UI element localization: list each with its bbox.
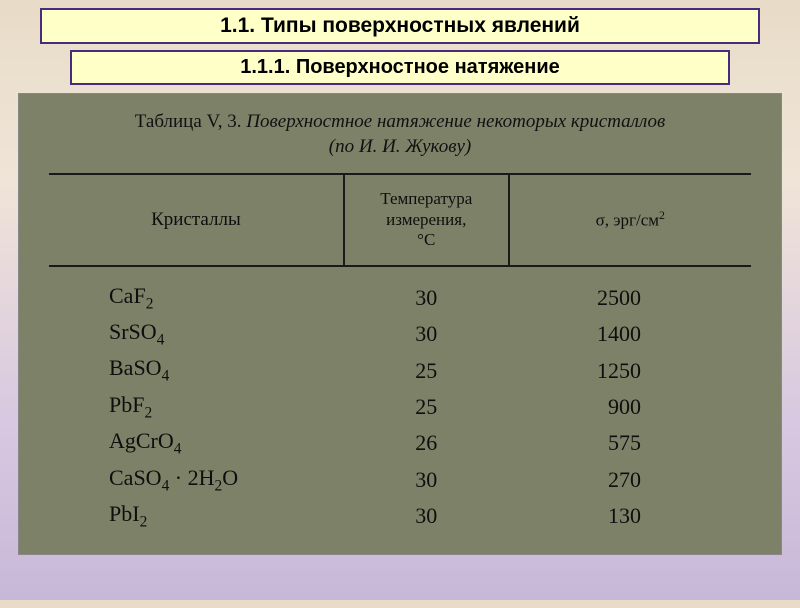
cell-temp: 26 — [344, 425, 509, 461]
col-header-temperature: Температура измерения, °C — [344, 174, 509, 265]
crystal-tension-table: Кристаллы Температура измерения, °C σ, э… — [49, 173, 751, 534]
cell-crystal: BaSO4 — [49, 352, 344, 388]
th-sigma-sup: 2 — [659, 208, 665, 222]
cell-sigma: 130 — [509, 498, 751, 534]
cell-temp: 30 — [344, 498, 509, 534]
col-header-sigma: σ, эрг/см2 — [509, 174, 751, 265]
cell-crystal: SrSO4 — [49, 316, 344, 352]
scanned-page: Таблица V, 3. Поверхностное натяжение не… — [18, 93, 782, 555]
cell-crystal: AgCrO4 — [49, 425, 344, 461]
subsection-header: 1.1.1. Поверхностное натяжение — [70, 50, 730, 85]
cell-temp: 30 — [344, 316, 509, 352]
cell-temp: 25 — [344, 389, 509, 425]
cell-temp: 25 — [344, 352, 509, 388]
table-row: CaSO4 · 2H2O30270 — [49, 462, 751, 498]
cell-temp: 30 — [344, 462, 509, 498]
table-row: CaF2302500 — [49, 266, 751, 316]
table-row: PbF225900 — [49, 389, 751, 425]
cell-crystal: CaF2 — [49, 266, 344, 316]
cell-sigma: 1400 — [509, 316, 751, 352]
cell-sigma: 1250 — [509, 352, 751, 388]
table-body: CaF2302500SrSO4301400BaSO4251250PbF22590… — [49, 266, 751, 535]
th-temp-l3: °C — [417, 230, 435, 249]
cell-temp: 30 — [344, 266, 509, 316]
cell-sigma: 900 — [509, 389, 751, 425]
cell-crystal: PbF2 — [49, 389, 344, 425]
caption-italic-2: (по И. И. Жукову) — [329, 136, 471, 157]
cell-crystal: PbI2 — [49, 498, 344, 534]
table-row: SrSO4301400 — [49, 316, 751, 352]
caption-prefix: Таблица V, 3. — [135, 111, 247, 132]
caption-italic-1: Поверхностное натяжение некоторых криста… — [246, 111, 665, 132]
cell-crystal: CaSO4 · 2H2O — [49, 462, 344, 498]
th-temp-l2: измерения, — [386, 210, 466, 229]
table-row: PbI230130 — [49, 498, 751, 534]
section-header: 1.1. Типы поверхностных явлений — [40, 8, 760, 44]
table-row: AgCrO426575 — [49, 425, 751, 461]
cell-sigma: 2500 — [509, 266, 751, 316]
th-temp-l1: Температура — [380, 189, 472, 208]
cell-sigma: 270 — [509, 462, 751, 498]
col-header-crystals: Кристаллы — [49, 174, 344, 265]
table-row: BaSO4251250 — [49, 352, 751, 388]
th-sigma-text: σ, эрг/см — [596, 211, 659, 230]
table-caption: Таблица V, 3. Поверхностное натяжение не… — [49, 110, 751, 159]
cell-sigma: 575 — [509, 425, 751, 461]
